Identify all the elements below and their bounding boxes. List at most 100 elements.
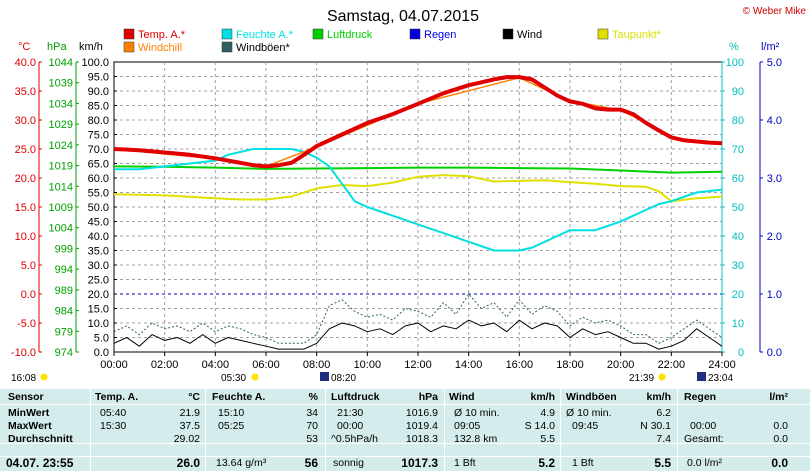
temp-tick-label: 30.0 (15, 115, 36, 127)
table-row-current: 04.07. 23:55 26.0 13.64 g/m³ 56 sonnig 1… (0, 457, 810, 471)
chart-axes: 40.0 35.0 30.0 25.0 20.0 15.0 10.0 5.0 0.0 -5.0 -1… (11, 57, 782, 371)
wind-tick-label: 95.0 (88, 72, 109, 84)
series-line-taupunkt (113, 174, 723, 203)
column-divider (205, 389, 206, 471)
header-gust-unit: km/h (646, 391, 671, 403)
wind-tick-label: 75.0 (88, 130, 109, 142)
temp-tick-label: 15.0 (15, 202, 36, 214)
legend-label: Taupunkt* (612, 29, 662, 41)
header-wind-unit: km/h (530, 391, 555, 403)
series-line-wind (113, 319, 723, 350)
legend-swatch (123, 41, 135, 53)
table-header-row: Sensor Temp. A. °C Feuchte A. % Luftdruc… (0, 391, 810, 404)
humidity-tick-label: 10 (732, 318, 744, 330)
min-gust: 6.2 (656, 407, 671, 419)
moonset-icon (697, 372, 706, 381)
humidity-tick-label: 0 (738, 347, 744, 359)
wind-tick-label: 55.0 (88, 188, 109, 200)
wind-tick-label: 90.0 (88, 86, 109, 98)
min-hum: 34 (306, 407, 318, 419)
chart-legend: Temp. A.* Feuchte A.* Luftdruck Regen Wind Ta… (123, 28, 662, 54)
chart-grid (114, 62, 722, 352)
pressure-tick-label: 1039 (49, 78, 73, 90)
pressure-unit-label: hPa (47, 41, 67, 53)
legend-swatch (221, 28, 233, 40)
chart-series-group (113, 75, 723, 350)
humidity-tick-label: 20 (732, 289, 744, 301)
header-pressure: Luftdruck (331, 391, 380, 403)
max-temp: 37.5 (179, 420, 200, 432)
rain-tick-label: 4.0 (767, 115, 782, 127)
header-wind: Wind (449, 391, 475, 403)
pressure-tick-label: 1014 (49, 181, 73, 193)
max-press: 1019.4 (405, 420, 438, 432)
current-rain-label: 0.0 l/m² (687, 457, 723, 469)
avg-wind: 5.5 (540, 433, 555, 445)
max-rain-time: 00:00 (690, 420, 717, 432)
humidity-tick-label: 50 (732, 202, 744, 214)
min-temp-time: 05:40 (100, 407, 127, 419)
copyright-text: © Weber Mike (743, 6, 807, 17)
column-divider (560, 389, 561, 471)
header-humidity: Feuchte A. (212, 391, 266, 403)
x-tick-label: 04:00 (202, 359, 230, 371)
table-row-avg: Durchschnitt 29.02 53 ^0.5hPa/h 1018.3 1… (0, 433, 810, 446)
x-tick-label: 14:00 (455, 359, 483, 371)
wind-tick-label: 10.0 (88, 318, 109, 330)
wind-tick-label: 50.0 (88, 202, 109, 214)
humidity-tick-label: 30 (732, 260, 744, 272)
current-wind: 5.2 (538, 456, 555, 470)
weather-chart: 40.0 35.0 30.0 25.0 20.0 15.0 10.0 5.0 0.0 -5.0 -1… (11, 6, 807, 384)
x-tick-label: 12:00 (404, 359, 432, 371)
legend-swatch (409, 28, 421, 40)
temp-tick-label: 10.0 (15, 231, 36, 243)
wind-tick-label: 30.0 (88, 260, 109, 272)
row-label-min: MinWert (8, 407, 50, 419)
max-wind-time: 09:05 (454, 420, 481, 432)
max-gust-time: 09:45 (572, 420, 599, 432)
avg-wind-dist: 132.8 km (454, 433, 498, 445)
pressure-tick-label: 979 (55, 326, 73, 338)
avg-hum: 53 (306, 433, 318, 445)
max-gust: N 30.1 (640, 420, 671, 432)
series-line-temp-a (113, 75, 723, 169)
min-temp: 21.9 (179, 407, 200, 419)
temp-tick-label: 35.0 (15, 86, 36, 98)
rain-tick-label: 1.0 (767, 289, 782, 301)
min-hum-time: 15:10 (218, 407, 245, 419)
x-tick-label: 08:00 (303, 359, 331, 371)
sunrise-icon (251, 373, 259, 381)
legend-label: Luftdruck (327, 29, 373, 41)
humidity-tick-label: 40 (732, 231, 744, 243)
legend-label: Regen (424, 29, 456, 41)
min-wind-label: Ø 10 min. (454, 407, 500, 419)
pressure-tick-label: 994 (55, 264, 73, 276)
table-divider (0, 404, 810, 405)
current-abs-humidity: 13.64 g/m³ (216, 457, 267, 469)
current-press: 1017.3 (401, 456, 438, 470)
temp-tick-label: 0.0 (21, 289, 36, 301)
temp-tick-label: 40.0 (15, 57, 36, 69)
wind-tick-label: 65.0 (88, 159, 109, 171)
max-rain: 0.0 (773, 420, 788, 432)
row-label-avg: Durchschnitt (8, 433, 73, 445)
legend-label: Temp. A.* (138, 29, 186, 41)
x-tick-label: 16:00 (506, 359, 534, 371)
sunrise-time: 05:30 (221, 373, 246, 384)
moonset-time: 23:04 (708, 373, 733, 384)
header-rain-unit: l/m² (769, 391, 788, 403)
wind-tick-label: 80.0 (88, 115, 109, 127)
pressure-tick-label: 1029 (49, 119, 73, 131)
wind-tick-label: 60.0 (88, 173, 109, 185)
legend-label: Windchill (138, 42, 182, 54)
wind-tick-label: 70.0 (88, 144, 109, 156)
current-hum: 56 (304, 456, 318, 470)
min-gust-label: Ø 10 min. (566, 407, 612, 419)
x-tick-label: 20:00 (607, 359, 635, 371)
pressure-tick-label: 984 (55, 306, 73, 318)
moonrise-time: 08:20 (331, 373, 356, 384)
wind-tick-label: 15.0 (88, 304, 109, 316)
current-rain: 0.0 (771, 456, 788, 470)
pressure-tick-label: 974 (55, 347, 73, 359)
wind-unit-label: km/h (79, 41, 103, 53)
